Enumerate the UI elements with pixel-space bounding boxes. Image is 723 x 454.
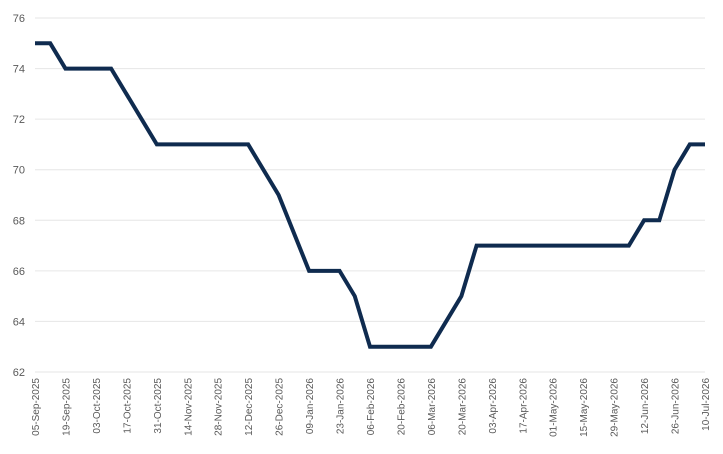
- x-tick-label: 17-Apr-2026: [518, 378, 529, 434]
- y-tick-label: 72: [13, 114, 25, 126]
- y-tick-label: 70: [13, 165, 25, 177]
- x-tick-label: 29-May-2026: [610, 378, 621, 437]
- x-tick-label: 17-Oct-2025: [122, 378, 133, 434]
- x-tick-label: 28-Nov-2025: [214, 378, 225, 436]
- x-tick-label: 12-Jun-2026: [640, 378, 651, 435]
- x-tick-label: 01-May-2026: [549, 378, 560, 437]
- x-tick-label: 14-Nov-2025: [183, 378, 194, 436]
- series-line-0: [35, 41, 705, 349]
- x-tick-label: 05-Sep-2025: [31, 378, 42, 436]
- x-tick-label: 09-Jan-2026: [305, 378, 316, 435]
- x-tick-label: 06-Feb-2026: [366, 378, 377, 436]
- x-axis: 05-Sep-2025 19-Sep-2025 03-Oct-2025 17-Oct-…: [31, 378, 712, 437]
- x-tick-label: 20-Feb-2026: [396, 378, 407, 436]
- series-layer: [35, 41, 705, 349]
- y-tick-label: 76: [13, 13, 25, 25]
- y-tick-label: 62: [13, 367, 25, 379]
- x-tick-label: 06-Mar-2026: [427, 378, 438, 436]
- x-tick-label: 26-Dec-2025: [275, 378, 286, 436]
- x-tick-label: 31-Oct-2025: [153, 378, 164, 434]
- y-axis: 62 64 66 68 70 72 74 76: [13, 13, 25, 379]
- x-tick-label: 03-Apr-2026: [488, 378, 499, 434]
- x-tick-label: 03-Oct-2025: [92, 378, 103, 434]
- x-tick-label: 12-Dec-2025: [244, 378, 255, 436]
- x-tick-label: 26-Jun-2026: [671, 378, 682, 435]
- y-tick-label: 66: [13, 266, 25, 278]
- x-tick-label: 15-May-2026: [579, 378, 590, 437]
- y-tick-label: 74: [13, 64, 25, 76]
- x-tick-label: 23-Jan-2026: [336, 378, 347, 435]
- grid-lines: [35, 17, 705, 373]
- x-tick-label: 20-Mar-2026: [457, 378, 468, 436]
- x-tick-label: 10-Jul-2026: [701, 378, 712, 431]
- x-tick-label: 19-Sep-2025: [61, 378, 72, 436]
- y-tick-label: 64: [13, 316, 25, 328]
- y-tick-label: 68: [13, 215, 25, 227]
